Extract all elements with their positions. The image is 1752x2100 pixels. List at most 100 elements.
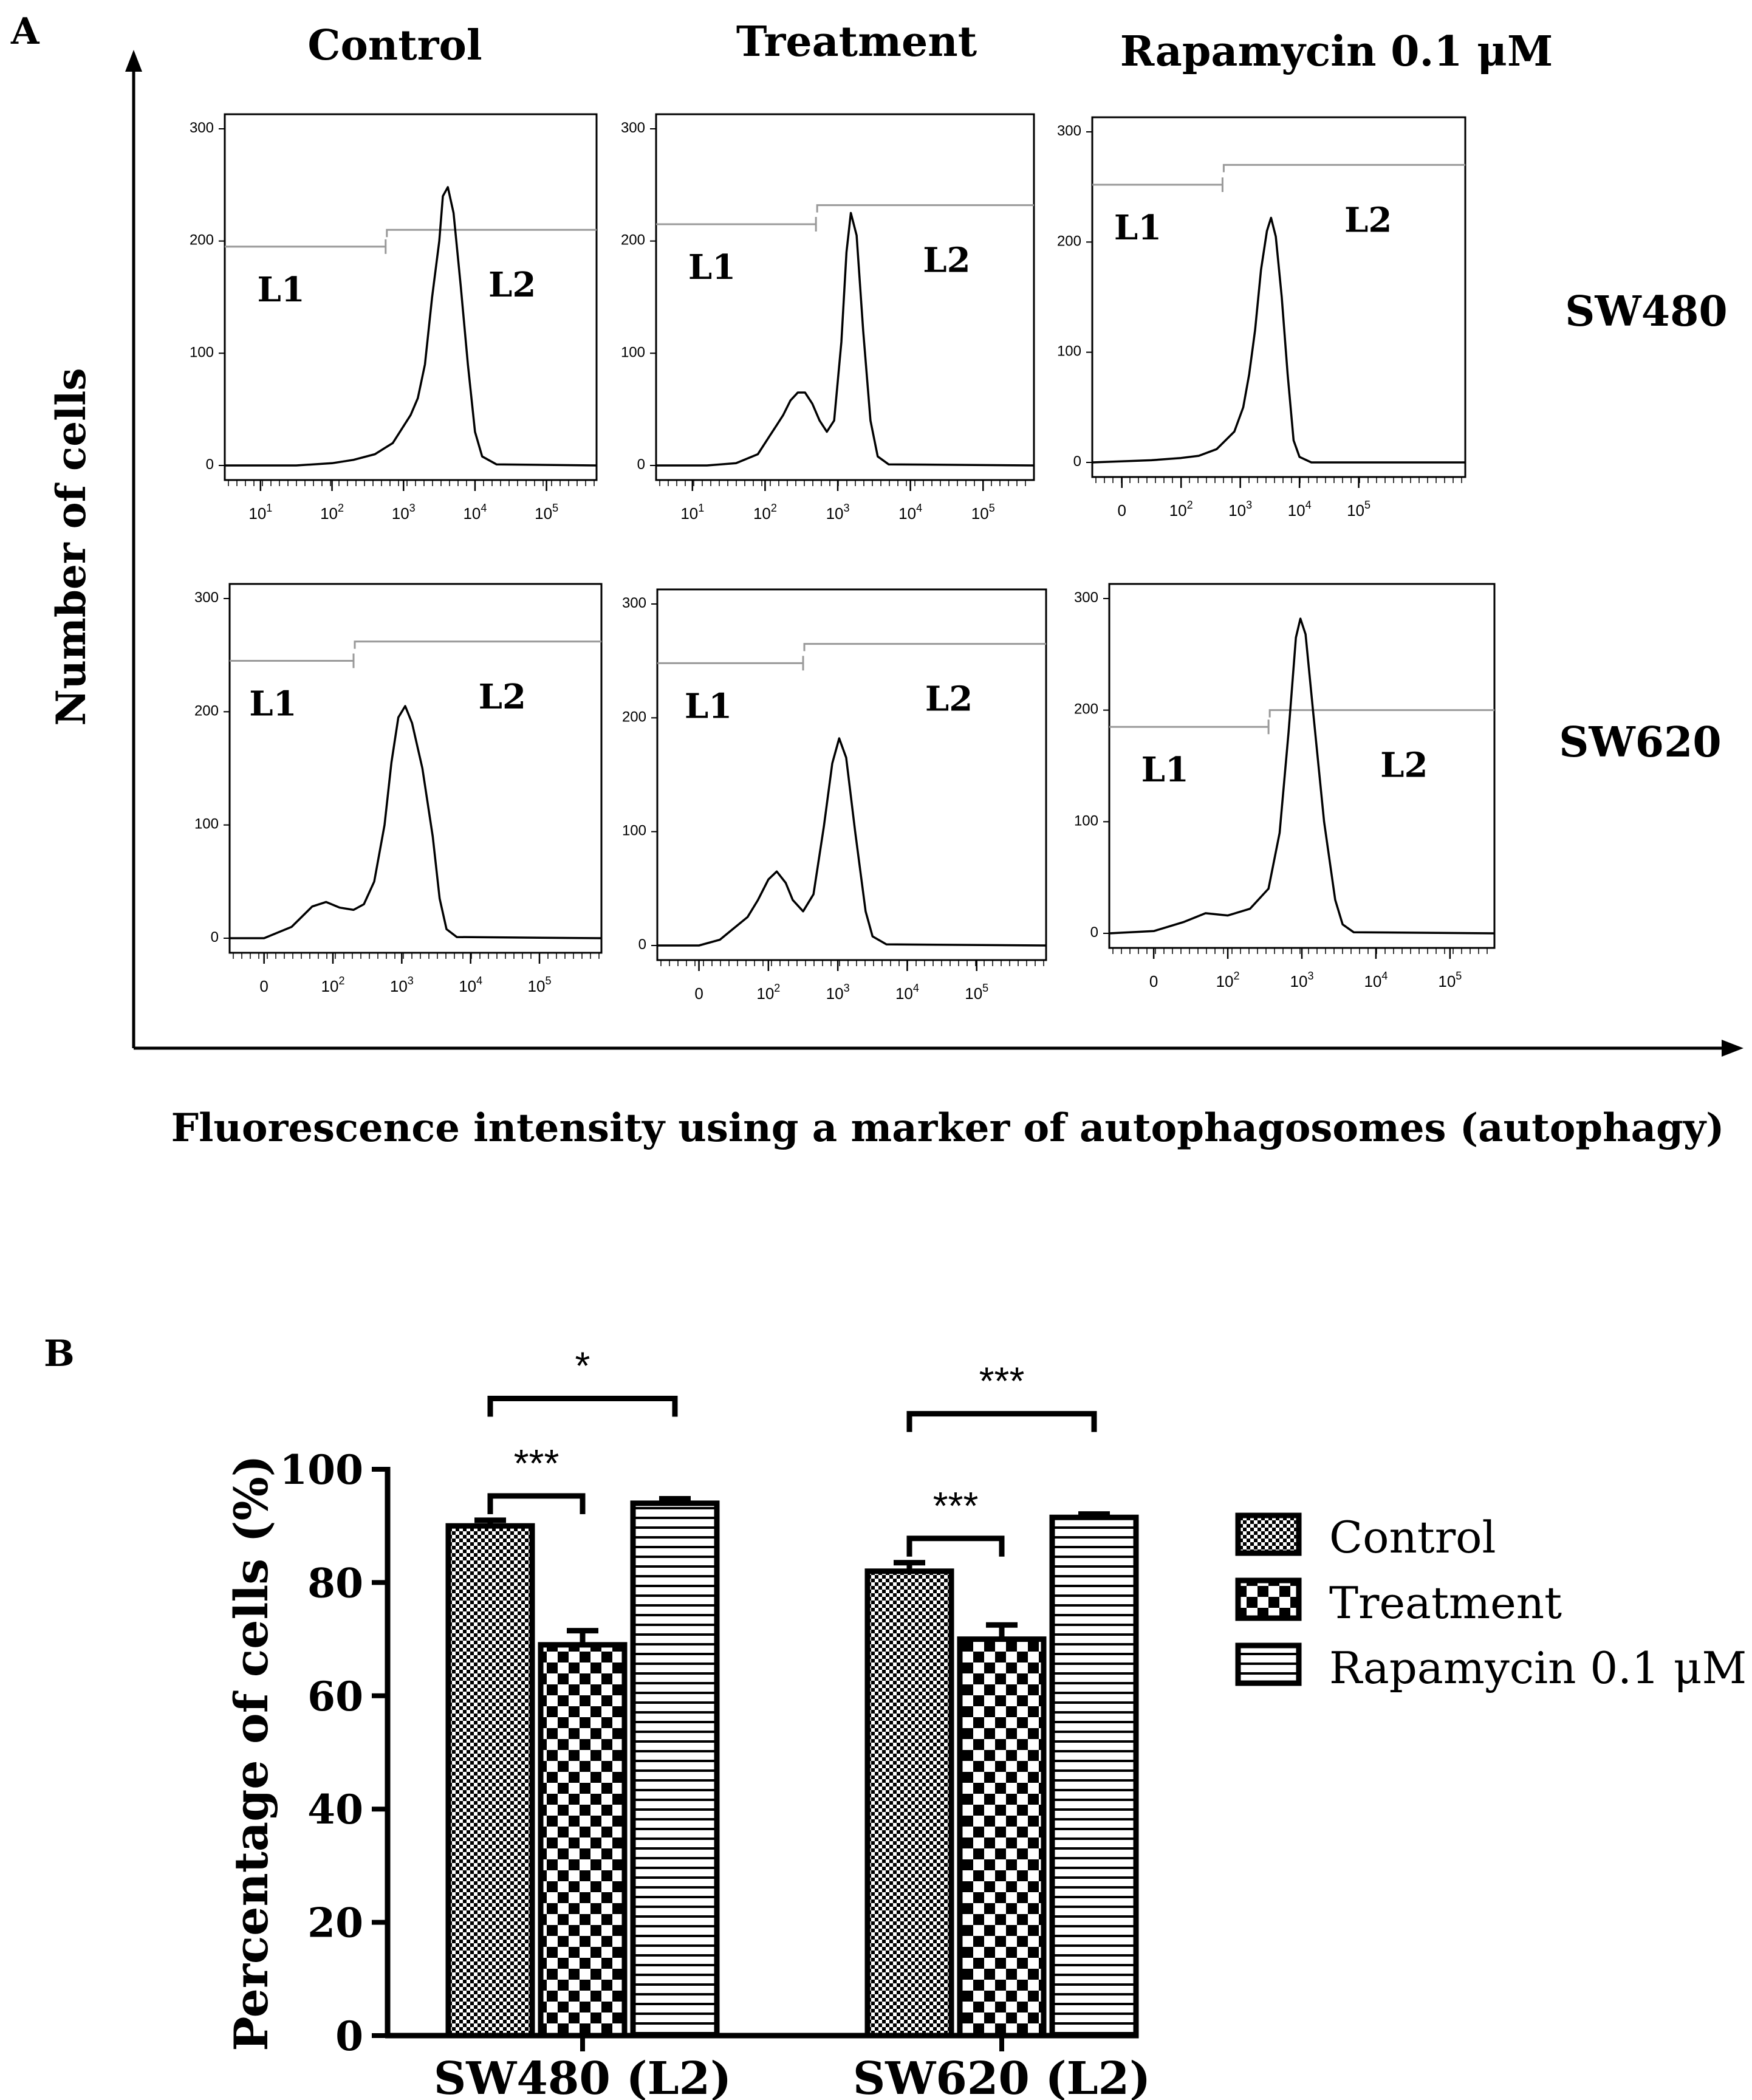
histogram-frame: [228, 583, 603, 954]
y-tick-label: 300: [190, 120, 214, 136]
histogram-sw480-control: 0 100 200 300 101 102 103 104 105 L1 L2: [190, 113, 598, 523]
legend-label-control: Control: [1329, 1512, 1496, 1563]
y-tick-label: 0: [637, 456, 645, 473]
histogram-curve: [656, 211, 1035, 467]
y-tick-label: 300: [1057, 123, 1081, 139]
bar-legend: Control Treatment Rapamycin 0.1 μM: [1235, 1512, 1747, 1693]
y-tick-label: 200: [622, 709, 646, 725]
bar-treatment-sw620-l2: [957, 1636, 1047, 2039]
col-title-rapamycin: Rapamycin 0.1 μM: [1120, 27, 1553, 76]
y-tick-label: 200: [190, 232, 214, 249]
y-tick-label: 100: [1074, 812, 1098, 829]
y-tick-label: 100: [190, 344, 214, 360]
x-tick-label: 105: [965, 982, 988, 1003]
x-tick-label: 102: [1169, 499, 1193, 520]
y-tick-label: 0: [1090, 924, 1098, 941]
y-tick-label: 300: [621, 120, 645, 136]
x-tick-label: 0: [1117, 501, 1126, 520]
bar-y-tick-label: 20: [307, 1899, 363, 1947]
y-tick-label: 300: [622, 595, 646, 611]
legend-label-treatment: Treatment: [1329, 1577, 1562, 1628]
bar-y-tick-label: 60: [307, 1673, 363, 1720]
bar-treatment-sw480-l2: [538, 1642, 628, 2039]
histogram-curve: [1092, 216, 1465, 464]
x-tick-label: 0: [694, 984, 703, 1003]
panel-a-y-title: Number of cells: [47, 368, 95, 726]
gate-l1-line: [1109, 719, 1270, 735]
gate-l2-line: [354, 640, 601, 649]
bar-y-axis-title: Percentage of cells (%): [224, 1455, 278, 2051]
x-tick-label: 104: [895, 982, 919, 1003]
bar-y-tick-label: 100: [279, 1446, 363, 1494]
y-tick-label: 0: [211, 929, 219, 945]
gate-label-l1: L1: [688, 247, 736, 287]
gate-label-l2: L2: [923, 241, 970, 281]
col-title-control: Control: [307, 21, 482, 70]
gate-label-l2: L2: [1344, 200, 1392, 240]
y-tick-label: 100: [1057, 343, 1081, 360]
gate-label-l1: L1: [1114, 208, 1162, 248]
x-tick-label: 103: [390, 975, 414, 995]
legend-swatch-treatment: [1235, 1577, 1302, 1621]
bar-y-tick-label: 0: [335, 2012, 363, 2060]
bar-y-tick-label: 80: [307, 1559, 363, 1607]
histogram-panels: 0 100 200 300 101 102 103 104 105 L1 L2 0 100 200 300 1…: [190, 113, 1496, 1003]
gate-label-l1: L1: [1141, 750, 1189, 790]
gate-l1-line: [656, 216, 817, 232]
y-tick-label: 100: [194, 816, 219, 832]
row-title-sw620: SW620: [1559, 718, 1721, 767]
bar-category-label: SW480 (L2): [434, 2053, 731, 2100]
histogram-frame: [655, 113, 1035, 481]
histogram-sw480-treatment: 0 100 200 300 101 102 103 104 105 L1 L2: [621, 113, 1035, 523]
gate-l2-line: [386, 228, 597, 238]
x-tick-label: 104: [1364, 970, 1388, 990]
significance-bracket: [487, 1493, 586, 1514]
y-tick-label: 300: [1074, 589, 1098, 606]
histogram-frame: [656, 588, 1047, 961]
y-tick-label: 200: [1074, 701, 1098, 718]
col-title-treatment: Treatment: [736, 18, 977, 66]
panel-a-axes-frame: [125, 50, 1743, 1057]
x-tick-label: 102: [321, 975, 345, 995]
histogram-sw480-rapamycin-0-1-m: 0 100 200 300 0 102 103 104 105 L1 L2: [1057, 116, 1466, 520]
panel-a-x-title: Fluorescence intensity using a marker of…: [171, 1105, 1725, 1151]
row-title-sw480: SW480: [1565, 287, 1727, 336]
x-tick-label: 104: [463, 502, 487, 523]
significance-bracket: [906, 1536, 1005, 1557]
x-tick-label: 102: [1216, 970, 1240, 990]
x-tick-label: 103: [826, 502, 850, 523]
bar-category-label: SW620 (L2): [853, 2053, 1151, 2100]
significance-bracket: [906, 1411, 1097, 1432]
x-tick-label: 105: [535, 502, 558, 523]
bar-rapamycin-0-1-m-sw620-l2: [1049, 1514, 1139, 2039]
y-tick-label: 200: [621, 232, 645, 249]
histogram-curve: [1109, 617, 1495, 935]
gate-label-l2: L2: [488, 265, 536, 305]
bar-y-tick-label: 40: [307, 1786, 363, 1833]
y-tick-label: 100: [622, 823, 646, 839]
significance-bracket: [487, 1395, 678, 1417]
x-tick-label: 101: [680, 502, 704, 523]
panel-b-label: B: [44, 1333, 75, 1375]
x-tick-label: 103: [826, 982, 850, 1003]
x-tick-label: 101: [248, 502, 272, 523]
x-tick-label: 103: [1290, 970, 1314, 990]
legend-label-rapamycin: Rapamycin 0.1 μM: [1329, 1642, 1747, 1693]
x-tick-label: 105: [971, 502, 995, 523]
significance-label: *: [575, 1343, 590, 1387]
gate-l1-line: [230, 653, 355, 668]
gate-label-l1: L1: [685, 686, 732, 726]
x-tick-label: 102: [756, 982, 780, 1003]
histogram-sw620-control: 0 100 200 300 0 102 103 104 105 L1 L2: [194, 583, 603, 995]
legend-swatch-control: [1235, 1512, 1302, 1556]
gate-label-l2: L2: [479, 677, 526, 717]
x-tick-label: 104: [459, 975, 482, 995]
gate-l2-line: [816, 204, 1034, 213]
x-tick-label: 0: [259, 977, 268, 995]
gate-label-l2: L2: [925, 679, 973, 719]
bar-rapamycin-0-1-m-sw480-l2: [630, 1500, 720, 2039]
x-tick-label: 105: [1438, 970, 1462, 990]
x-tick-label: 105: [1347, 499, 1370, 520]
y-tick-label: 200: [194, 702, 219, 719]
